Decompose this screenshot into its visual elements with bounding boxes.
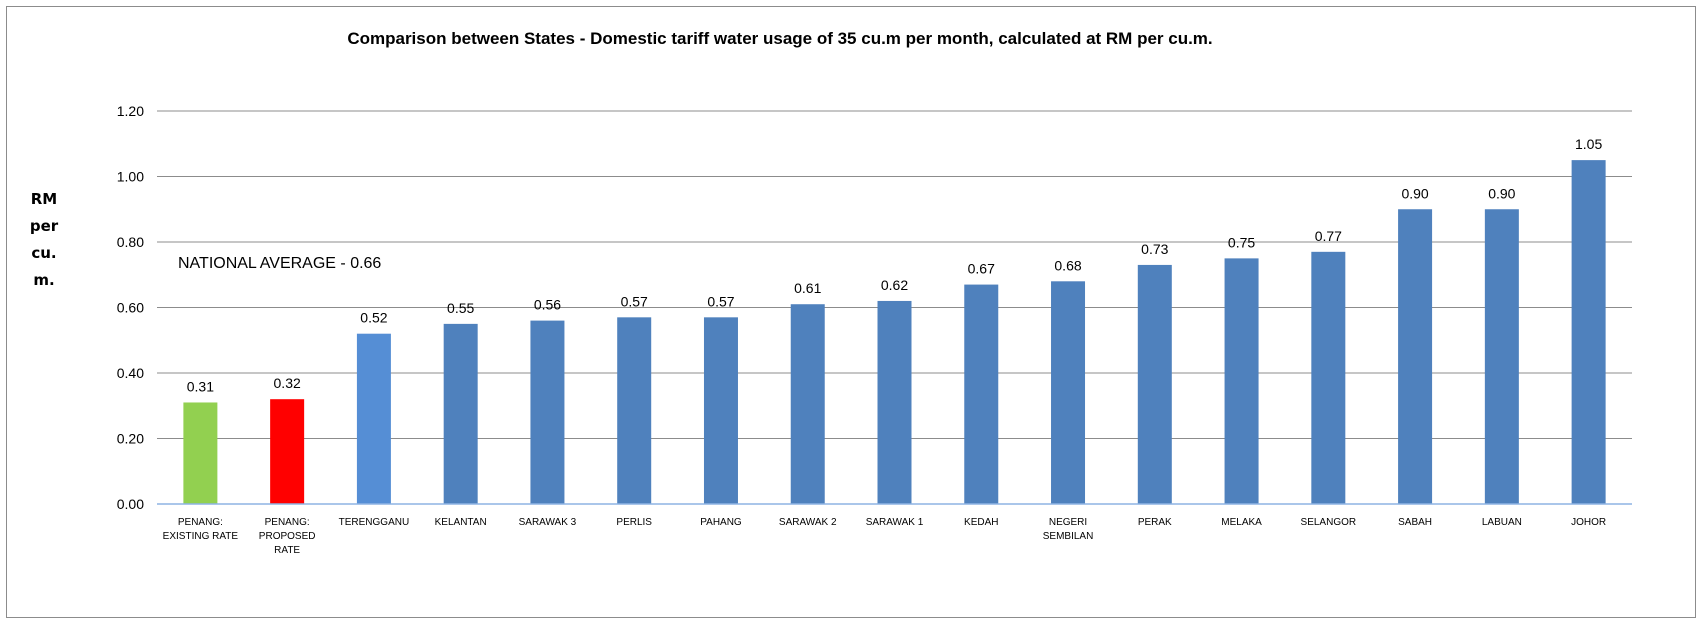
x-tick-label: JOHOR [1571, 517, 1606, 528]
data-labels: 0.31 0.32 0.52 0.55 0.56 0.57 0.57 0.61 0.62 0.67… [187, 136, 1603, 394]
y-axis-label-line: m. [33, 271, 54, 289]
data-label: 0.68 [1054, 257, 1081, 273]
bar [1398, 209, 1433, 504]
bar [1484, 209, 1519, 504]
bar [877, 300, 912, 504]
x-tick-label-line: TERENGGANU [339, 517, 410, 528]
x-tick-label-line: SELANGOR [1301, 517, 1357, 528]
x-tick-label: PENANG: EXISTING RATE [163, 517, 239, 542]
x-tick-label-line: PROPOSED [259, 531, 316, 542]
y-tick-label: 0.00 [117, 496, 144, 512]
x-tick-label: LABUAN [1482, 517, 1522, 528]
data-label: 0.55 [447, 300, 474, 316]
chart-frame [6, 6, 1696, 618]
x-tick-label-line: SEMBILAN [1043, 531, 1094, 542]
y-axis-label-line: cu. [31, 244, 56, 262]
bar [443, 323, 478, 504]
x-tick-label: PERLIS [616, 517, 652, 528]
data-label: 0.61 [794, 280, 821, 296]
x-tick-label: SARAWAK 1 [866, 517, 924, 528]
data-label: 0.57 [707, 293, 734, 309]
bar [530, 320, 565, 504]
data-label: 0.62 [881, 277, 908, 293]
data-label: 0.90 [1401, 185, 1428, 201]
x-tick-label: SARAWAK 2 [779, 517, 837, 528]
bar [1051, 281, 1086, 504]
x-tick-label-line: PAHANG [700, 517, 742, 528]
chart-title: Comparison between States - Domestic tar… [347, 29, 1212, 48]
x-tick-label: TERENGGANU [339, 517, 410, 528]
bar [270, 399, 305, 504]
x-tick-label-line: PERLIS [616, 517, 652, 528]
bar [1224, 258, 1259, 504]
bar [356, 333, 391, 504]
data-label: 0.75 [1228, 234, 1255, 250]
y-axis-label-line: RM [31, 190, 57, 208]
x-tick-label-line: EXISTING RATE [163, 531, 239, 542]
bars [183, 160, 1606, 504]
x-tick-label: SABAH [1398, 517, 1432, 528]
bar [1311, 251, 1346, 504]
x-tick-label-line: SABAH [1398, 517, 1432, 528]
x-axis-ticks: PENANG: EXISTING RATE PENANG: PROPOSED RATE T… [163, 517, 1606, 556]
x-tick-label-line: JOHOR [1571, 517, 1606, 528]
x-tick-label-line: SARAWAK 3 [519, 517, 577, 528]
bar [617, 317, 652, 504]
y-tick-label: 0.20 [117, 431, 144, 447]
x-tick-label: PERAK [1138, 517, 1172, 528]
y-axis-ticks: 0.00 0.20 0.40 0.60 0.80 1.00 1.20 [117, 103, 144, 512]
data-label: 0.67 [968, 261, 995, 277]
data-label: 0.57 [621, 293, 648, 309]
y-tick-label: 0.60 [117, 300, 144, 316]
x-tick-label: SARAWAK 3 [519, 517, 577, 528]
x-tick-label: SELANGOR [1301, 517, 1357, 528]
y-tick-label: 1.20 [117, 103, 144, 119]
x-tick-label-line: SARAWAK 1 [866, 517, 924, 528]
x-tick-label: PENANG: PROPOSED RATE [259, 517, 316, 556]
x-tick-label-line: KEDAH [964, 517, 998, 528]
bar [703, 317, 738, 504]
data-label: 0.56 [534, 297, 561, 313]
y-tick-label: 0.40 [117, 365, 144, 381]
x-tick-label: KELANTAN [435, 517, 487, 528]
x-tick-label: MELAKA [1221, 517, 1262, 528]
x-tick-label: PAHANG [700, 517, 742, 528]
data-label: 1.05 [1575, 136, 1602, 152]
x-tick-label-line: LABUAN [1482, 517, 1522, 528]
x-tick-label-line: PERAK [1138, 517, 1172, 528]
data-label: 0.31 [187, 378, 214, 394]
gridlines [157, 110, 1632, 439]
data-label: 0.73 [1141, 241, 1168, 257]
national-average-annotation: NATIONAL AVERAGE - 0.66 [178, 255, 381, 272]
data-label: 0.77 [1315, 228, 1342, 244]
y-axis-label-line: per [30, 217, 59, 235]
x-tick-label-line: NEGERI [1049, 517, 1087, 528]
bar [1571, 160, 1606, 504]
bar [183, 402, 218, 504]
y-tick-label: 0.80 [117, 234, 144, 250]
x-tick-label-line: KELANTAN [435, 517, 487, 528]
y-tick-label: 1.00 [117, 169, 144, 185]
x-tick-label-line: SARAWAK 2 [779, 517, 837, 528]
x-tick-label: KEDAH [964, 517, 998, 528]
x-tick-label: NEGERI SEMBILAN [1043, 517, 1094, 542]
y-axis-label: RM per cu. m. [30, 190, 59, 289]
data-label: 0.32 [274, 375, 301, 391]
bar [1137, 264, 1172, 504]
x-tick-label-line: MELAKA [1221, 517, 1262, 528]
x-tick-label-line: PENANG: [265, 517, 310, 528]
x-tick-label-line: PENANG: [178, 517, 223, 528]
data-label: 0.90 [1488, 185, 1515, 201]
x-tick-label-line: RATE [274, 545, 300, 556]
data-label: 0.52 [360, 310, 387, 326]
bar [790, 304, 825, 504]
bar [964, 284, 999, 504]
